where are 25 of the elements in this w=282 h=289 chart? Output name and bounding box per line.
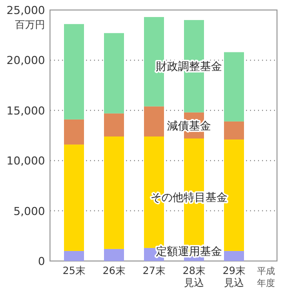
bar xyxy=(104,113,124,137)
bar xyxy=(64,119,84,145)
x-axis-title: 平成年度 xyxy=(257,266,275,289)
bar xyxy=(64,144,84,251)
bar xyxy=(104,136,124,249)
y-tick-label: 10,000 xyxy=(6,154,45,168)
x-tick-label: 25末 xyxy=(62,265,86,277)
bar xyxy=(64,24,84,120)
y-tick-label: 25,000 xyxy=(6,4,45,17)
x-tick-label: 27末 xyxy=(142,265,166,277)
y-tick-label: 20,000 xyxy=(6,54,45,68)
x-tick-label: 26末 xyxy=(102,265,126,277)
bar xyxy=(224,250,244,261)
y-axis-title: 百万円 xyxy=(15,20,45,31)
bar xyxy=(104,248,124,261)
bar xyxy=(64,250,84,261)
bar xyxy=(104,33,124,114)
y-tick-label: 0 xyxy=(38,255,45,268)
y-tick-label: 15,000 xyxy=(6,104,45,118)
bar xyxy=(224,52,244,122)
bar xyxy=(144,106,164,137)
x-tick-label: 28末見込 xyxy=(182,265,206,289)
bar xyxy=(224,121,244,140)
x-tick-label: 29末見込 xyxy=(222,265,246,289)
y-tick-label: 5,000 xyxy=(14,204,45,218)
